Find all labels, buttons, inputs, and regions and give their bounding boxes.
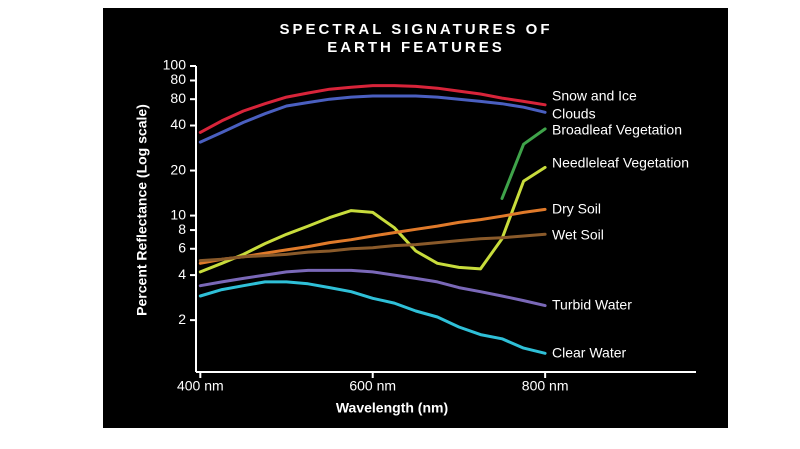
series-line — [198, 165, 547, 274]
series-label: Turbid Water — [552, 297, 632, 313]
y-tick-label: 80 — [170, 71, 186, 87]
chart-title: SPECTRAL SIGNATURES OF — [280, 21, 553, 38]
x-tick-label: 400 nm — [177, 378, 224, 394]
y-tick-label: 20 — [170, 161, 186, 177]
y-tick-label: 6 — [178, 239, 186, 255]
y-tick-label: 4 — [178, 266, 186, 282]
series-line — [198, 94, 547, 144]
series-line — [198, 232, 547, 263]
chart-title: EARTH FEATURES — [327, 39, 505, 56]
series-label: Wet Soil — [552, 227, 604, 243]
series-label: Snow and Ice — [552, 88, 637, 104]
series-line — [198, 84, 547, 134]
y-tick-label: 8 — [178, 221, 186, 237]
series-label: Needleleaf Vegetation — [552, 155, 689, 171]
series-line — [198, 268, 547, 308]
series-label: Clear Water — [552, 345, 627, 361]
series-label: Broadleaf Vegetation — [552, 122, 682, 138]
chart-panel — [103, 8, 728, 428]
y-tick-label: 80 — [170, 90, 186, 106]
y-tick-label: 40 — [170, 116, 186, 132]
x-tick-label: 600 nm — [349, 378, 396, 394]
series-line — [198, 280, 547, 355]
series-line — [198, 207, 547, 265]
y-tick-label: 10 — [170, 206, 186, 222]
y-tick-label: 100 — [163, 57, 187, 73]
series-line — [500, 127, 547, 200]
x-axis-label: Wavelength (nm) — [336, 400, 448, 416]
y-tick-label: 2 — [178, 311, 186, 327]
series-label: Clouds — [552, 106, 596, 122]
series-label: Dry Soil — [552, 201, 601, 217]
y-axis-label: Percent Reflectance (Log scale) — [134, 104, 150, 316]
x-tick-label: 800 nm — [522, 378, 569, 394]
